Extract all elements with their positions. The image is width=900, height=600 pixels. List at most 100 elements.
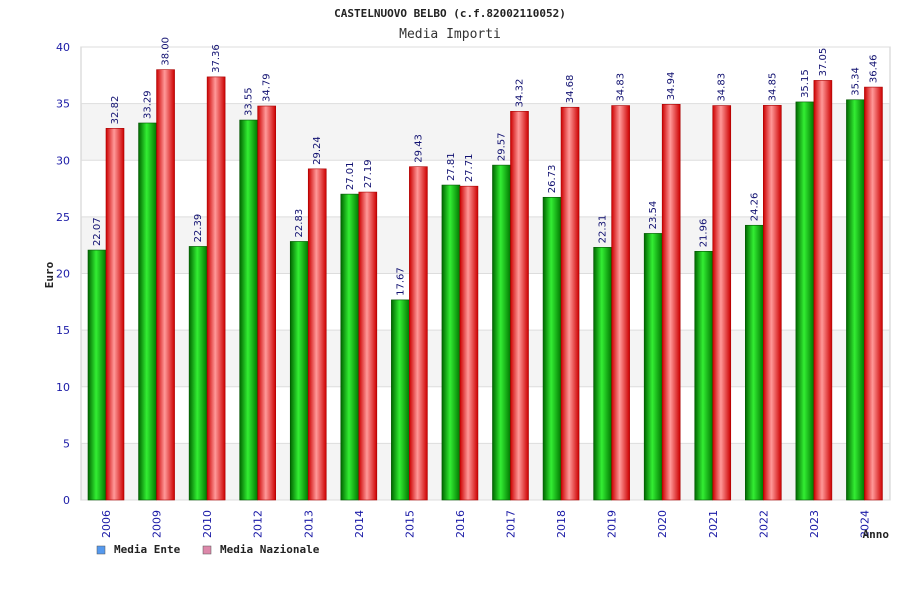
value-label-media-ente: 26.73 <box>547 165 558 194</box>
value-label-media-nazionale: 34.79 <box>262 73 273 102</box>
value-label-media-ente: 27.01 <box>345 161 356 190</box>
x-tick-label: 2009 <box>151 510 164 538</box>
x-tick-label: 2021 <box>707 510 720 538</box>
bar-media-nazionale <box>459 185 479 501</box>
chart-subtitle: Media Importi <box>399 27 501 42</box>
y-tick-label: 35 <box>56 98 70 111</box>
bar-media-nazionale <box>510 111 529 501</box>
value-label-media-nazionale: 29.43 <box>413 134 424 163</box>
value-label-media-ente: 23.54 <box>648 201 659 230</box>
bar-media-nazionale <box>358 191 378 501</box>
value-label-media-ente: 22.83 <box>294 209 305 238</box>
bar-media-nazionale <box>813 80 833 501</box>
legend-label-media-ente: Media Ente <box>114 543 181 556</box>
y-axis-label: Euro <box>43 261 56 288</box>
bar-media-nazionale <box>206 76 226 501</box>
bar-media-nazionale <box>611 105 630 501</box>
legend: Media Ente Media Nazionale <box>96 543 320 556</box>
bar-media-nazionale <box>307 168 327 501</box>
x-tick-label: 2018 <box>555 510 568 538</box>
value-label-media-nazionale: 27.71 <box>464 154 475 183</box>
value-label-media-nazionale: 38.00 <box>161 37 172 66</box>
value-label-media-nazionale: 29.24 <box>312 136 323 165</box>
x-tick-label: 2010 <box>201 510 214 538</box>
value-label-media-ente: 35.15 <box>800 69 811 98</box>
value-label-media-ente: 29.57 <box>497 132 508 161</box>
y-tick-label: 30 <box>56 154 70 167</box>
bar-media-ente <box>340 193 360 501</box>
legend-swatch-media-nazionale <box>202 545 212 555</box>
value-label-media-nazionale: 34.32 <box>515 79 526 108</box>
bar-media-ente <box>694 251 714 501</box>
x-tick-label: 2022 <box>757 510 770 538</box>
bar-media-ente <box>289 241 309 501</box>
bar-media-nazionale <box>712 105 732 501</box>
bar-media-ente <box>239 119 258 501</box>
bar-media-ente <box>643 233 663 501</box>
bar-media-ente <box>441 184 461 501</box>
value-label-media-ente: 22.31 <box>598 215 609 244</box>
value-label-media-nazionale: 34.94 <box>666 72 677 101</box>
y-tick-label: 40 <box>56 41 70 54</box>
value-label-media-ente: 21.96 <box>699 219 710 248</box>
legend-label-media-nazionale: Media Nazionale <box>220 543 320 556</box>
bar-media-nazionale <box>661 104 681 501</box>
bar-media-ente <box>87 249 107 501</box>
x-tick-label: 2017 <box>505 510 518 538</box>
bar-media-nazionale <box>864 86 883 501</box>
y-tick-label: 20 <box>56 268 70 281</box>
bar-media-ente <box>846 99 865 501</box>
bar-media-nazionale <box>763 105 782 501</box>
x-tick-label: 2020 <box>656 510 669 538</box>
x-tick-label: 2019 <box>606 510 619 538</box>
legend-swatch-media-ente <box>96 545 106 555</box>
y-tick-label: 25 <box>56 211 70 224</box>
bar-media-ente <box>138 122 157 501</box>
x-tick-label: 2024 <box>858 510 871 538</box>
value-label-media-nazionale: 37.36 <box>211 44 222 73</box>
bar-media-ente <box>593 247 612 501</box>
y-tick-label: 15 <box>56 324 70 337</box>
value-label-media-nazionale: 27.19 <box>363 159 374 188</box>
bar-media-nazionale <box>409 166 428 501</box>
bar-media-ente <box>795 101 815 501</box>
bar-media-nazionale <box>257 105 276 501</box>
value-label-media-ente: 17.67 <box>395 267 406 296</box>
bar-media-nazionale <box>156 69 175 501</box>
y-tick-label: 0 <box>63 494 70 507</box>
bar-media-ente <box>188 246 208 501</box>
value-label-media-ente: 33.29 <box>143 90 154 119</box>
x-tick-label: 2015 <box>403 510 416 538</box>
y-axis-ticks: 0 5 10 15 20 25 30 35 40 <box>56 41 70 507</box>
y-tick-label: 5 <box>63 437 70 450</box>
x-tick-label: 2016 <box>454 510 467 538</box>
value-label-media-nazionale: 34.68 <box>565 75 576 104</box>
chart-title: CASTELNUOVO BELBO (c.f.82002110052) <box>334 7 566 20</box>
x-axis-ticks: 2006 2009 2010 2012 2013 2014 2015 2016 2017 2018… <box>100 510 871 538</box>
y-tick-label: 10 <box>56 381 70 394</box>
bar-media-nazionale <box>105 128 125 501</box>
value-label-media-nazionale: 37.05 <box>818 48 829 77</box>
value-label-media-ente: 33.55 <box>244 87 255 116</box>
value-label-media-ente: 24.26 <box>749 193 760 222</box>
x-tick-label: 2023 <box>808 510 821 538</box>
x-tick-label: 2012 <box>252 510 265 538</box>
value-label-media-ente: 27.81 <box>446 152 457 181</box>
value-label-media-ente: 22.39 <box>193 214 204 243</box>
x-tick-label: 2006 <box>100 510 113 538</box>
value-label-media-nazionale: 32.82 <box>110 96 121 125</box>
value-label-media-nazionale: 34.83 <box>717 73 728 102</box>
x-tick-label: 2014 <box>353 510 366 538</box>
bar-media-ente <box>391 299 410 501</box>
x-axis-label: Anno <box>863 528 890 541</box>
bar-media-ente <box>492 164 511 501</box>
x-tick-label: 2013 <box>302 510 315 538</box>
value-label-media-nazionale: 34.85 <box>767 73 778 102</box>
value-label-media-nazionale: 34.83 <box>616 73 627 102</box>
value-label-media-ente: 22.07 <box>92 217 103 246</box>
bar-media-ente <box>745 224 764 501</box>
bars: 22.07 32.82 33.29 38.00 22.39 37.36 33.55 34.79… <box>87 37 883 501</box>
bar-media-ente <box>542 196 562 501</box>
bar-media-nazionale <box>560 106 580 501</box>
